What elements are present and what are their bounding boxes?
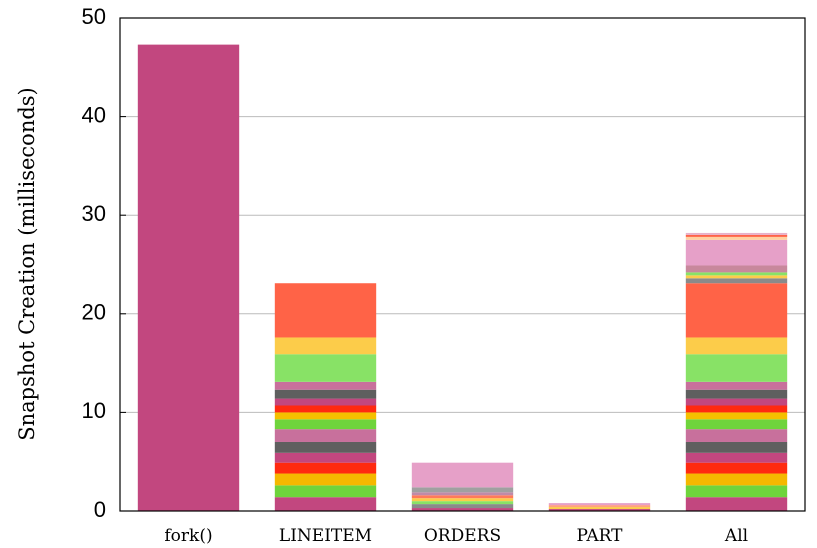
bar-segment	[685, 462, 788, 474]
bar-segment	[274, 497, 377, 511]
bar-segment	[411, 462, 514, 488]
x-tick-label: PART	[577, 526, 624, 546]
bar-segment	[274, 337, 377, 355]
bar-segment	[685, 239, 788, 266]
bar-segment	[274, 412, 377, 420]
bar-segment	[685, 398, 788, 406]
y-tick-label: 50	[82, 4, 106, 29]
bar-segment	[685, 337, 788, 355]
plot-frame	[119, 17, 806, 512]
bar-segment	[685, 497, 788, 511]
bar-segment	[274, 354, 377, 382]
x-tick-label: fork()	[164, 526, 212, 546]
bar-segment	[274, 419, 377, 430]
bar-segment	[685, 236, 788, 240]
bar-segment	[685, 429, 788, 442]
bar-segment	[274, 485, 377, 498]
bar-segment	[274, 283, 377, 338]
bar-segment	[685, 275, 788, 279]
bar-segment	[274, 381, 377, 390]
bar-segment	[411, 508, 514, 511]
y-tick-label: 20	[82, 300, 106, 325]
y-tick-label: 10	[82, 398, 106, 423]
bar-segment	[548, 503, 651, 506]
bar-segment	[548, 505, 651, 508]
bar-segment	[685, 419, 788, 430]
bar-segment	[685, 283, 788, 338]
bar-segment	[411, 487, 514, 493]
bar-segment	[685, 265, 788, 273]
bar-segment	[274, 452, 377, 463]
bar-segment	[685, 278, 788, 284]
bar-segment	[274, 441, 377, 453]
bar-segment	[548, 509, 651, 511]
bar-segment	[685, 232, 788, 235]
bar-segment	[548, 507, 651, 510]
bar-segment	[411, 495, 514, 499]
bar-segment	[274, 429, 377, 442]
x-tick-label: LINEITEM	[279, 526, 372, 546]
y-tick-label: 0	[94, 497, 106, 522]
bar-segment	[411, 498, 514, 502]
bar-segment	[685, 485, 788, 498]
bar-segment	[411, 504, 514, 509]
y-tick-label: 40	[82, 102, 106, 127]
bar-segment	[274, 473, 377, 486]
bar-segment	[685, 234, 788, 237]
bar-segment	[411, 501, 514, 505]
bar-segment	[411, 492, 514, 496]
bar-segment	[685, 354, 788, 382]
bar-segment	[685, 412, 788, 420]
bar-segment	[685, 452, 788, 463]
y-axis-label: Snapshot Creation (milliseconds)	[15, 87, 39, 441]
bar-segment	[274, 462, 377, 474]
bar-segment	[685, 441, 788, 453]
bar-segment	[274, 398, 377, 406]
y-tick-label: 30	[82, 201, 106, 226]
bar-segment	[685, 272, 788, 276]
bar-segment	[274, 405, 377, 413]
bar-segment	[274, 389, 377, 399]
x-tick-label: All	[724, 526, 748, 546]
bar-segment	[685, 381, 788, 390]
x-tick-label: ORDERS	[424, 526, 501, 546]
bar-segment	[685, 389, 788, 399]
bar-segment	[685, 405, 788, 413]
bar-segment	[685, 473, 788, 486]
bar-segment	[137, 44, 240, 511]
